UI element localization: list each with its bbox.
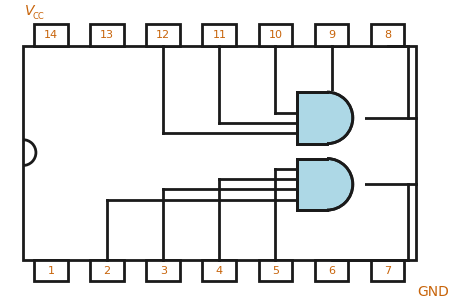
- Bar: [147, 260, 180, 281]
- Bar: [259, 24, 292, 45]
- Bar: [371, 24, 404, 45]
- Text: 7: 7: [384, 266, 391, 276]
- Bar: [90, 260, 124, 281]
- Wedge shape: [327, 92, 353, 144]
- Bar: [90, 24, 124, 45]
- Bar: [202, 24, 236, 45]
- Bar: [34, 260, 68, 281]
- Wedge shape: [327, 92, 353, 144]
- Bar: [296, 158, 365, 211]
- Bar: [202, 260, 236, 281]
- Text: 3: 3: [160, 266, 167, 276]
- Text: 14: 14: [44, 30, 58, 40]
- Text: CC: CC: [33, 12, 45, 21]
- Bar: [297, 92, 334, 144]
- Bar: [371, 260, 404, 281]
- Text: 1: 1: [48, 266, 55, 276]
- Text: V: V: [25, 4, 34, 18]
- Bar: [34, 24, 68, 45]
- Text: GND: GND: [418, 285, 449, 299]
- Wedge shape: [327, 158, 353, 210]
- Bar: [297, 92, 334, 144]
- Text: 11: 11: [213, 30, 226, 40]
- Text: 13: 13: [100, 30, 114, 40]
- Text: 2: 2: [104, 266, 111, 276]
- Text: 9: 9: [328, 30, 335, 40]
- Wedge shape: [327, 158, 353, 210]
- Text: 8: 8: [384, 30, 391, 40]
- Bar: [147, 24, 180, 45]
- Bar: [297, 158, 334, 210]
- Bar: [259, 260, 292, 281]
- Text: 10: 10: [268, 30, 283, 40]
- Text: 4: 4: [216, 266, 223, 276]
- Bar: [315, 260, 349, 281]
- Text: 6: 6: [328, 266, 335, 276]
- Bar: [23, 45, 416, 260]
- Text: 5: 5: [272, 266, 279, 276]
- Text: 12: 12: [156, 30, 170, 40]
- Bar: [297, 158, 334, 210]
- Bar: [315, 24, 349, 45]
- Bar: [296, 91, 365, 145]
